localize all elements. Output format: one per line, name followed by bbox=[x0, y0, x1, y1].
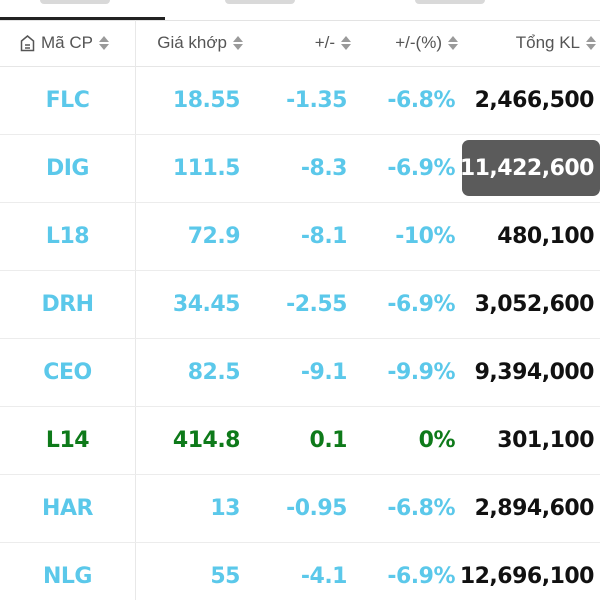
price-change: 0.1 bbox=[309, 427, 348, 453]
price-change: -0.95 bbox=[286, 495, 347, 521]
column-header-price[interactable]: Giá khớp bbox=[157, 20, 243, 66]
sort-icon[interactable] bbox=[586, 35, 596, 51]
column-header-code[interactable]: Mã CP bbox=[20, 20, 109, 66]
tab-third[interactable] bbox=[415, 0, 485, 4]
table-row[interactable]: NLG 55 -4.1 -6.9% 12,696,100 bbox=[0, 542, 600, 610]
stock-code[interactable]: NLG bbox=[43, 563, 93, 589]
column-label-pct: +/-(%) bbox=[395, 33, 442, 52]
tab-active[interactable] bbox=[40, 0, 110, 4]
total-volume: 9,394,000 bbox=[474, 359, 595, 385]
total-volume: 2,466,500 bbox=[474, 87, 595, 113]
total-volume: 480,100 bbox=[497, 223, 594, 249]
percent-change: -10% bbox=[395, 223, 455, 249]
match-price: 111.5 bbox=[172, 155, 241, 181]
price-change: -4.1 bbox=[300, 563, 348, 589]
total-volume: 12,696,100 bbox=[459, 563, 595, 589]
total-volume: 301,100 bbox=[497, 427, 594, 453]
stock-code[interactable]: HAR bbox=[42, 495, 93, 521]
table-row[interactable]: L18 72.9 -8.1 -10% 480,100 bbox=[0, 202, 600, 271]
volume-highlight bbox=[462, 140, 600, 196]
stock-code[interactable]: DIG bbox=[45, 155, 90, 181]
match-price: 72.9 bbox=[187, 223, 241, 249]
filter-icon[interactable] bbox=[20, 34, 35, 52]
price-change: -8.3 bbox=[300, 155, 348, 181]
table-row[interactable]: L14 414.8 0.1 0% 301,100 bbox=[0, 406, 600, 475]
match-price: 18.55 bbox=[172, 87, 241, 113]
table-row[interactable]: HAR 13 -0.95 -6.8% 2,894,600 bbox=[0, 474, 600, 543]
stock-code[interactable]: L14 bbox=[45, 427, 90, 453]
match-price: 34.45 bbox=[172, 291, 241, 317]
match-price: 55 bbox=[210, 563, 240, 589]
column-label-change: +/- bbox=[314, 33, 335, 52]
stock-code[interactable]: DRH bbox=[41, 291, 94, 317]
table-row[interactable]: CEO 82.5 -9.1 -9.9% 9,394,000 bbox=[0, 338, 600, 407]
column-header-volume[interactable]: Tổng KL bbox=[516, 20, 596, 66]
sort-icon[interactable] bbox=[233, 35, 243, 51]
total-volume: 3,052,600 bbox=[474, 291, 595, 317]
percent-change: -9.9% bbox=[387, 359, 455, 385]
stock-code[interactable]: FLC bbox=[45, 87, 90, 113]
percent-change: -6.9% bbox=[387, 155, 455, 181]
percent-change: -6.9% bbox=[387, 563, 455, 589]
column-label-price: Giá khớp bbox=[157, 33, 227, 52]
table-row[interactable]: DIG 111.5 -8.3 -6.9% 11,422,600 bbox=[0, 134, 600, 203]
tab-bar bbox=[0, 0, 600, 21]
match-price: 13 bbox=[210, 495, 240, 521]
table-row[interactable]: FLC 18.55 -1.35 -6.8% 2,466,500 bbox=[0, 66, 600, 135]
match-price: 82.5 bbox=[187, 359, 241, 385]
percent-change: -6.8% bbox=[387, 87, 455, 113]
active-tab-indicator bbox=[0, 17, 165, 20]
price-change: -8.1 bbox=[300, 223, 348, 249]
price-change: -1.35 bbox=[286, 87, 347, 113]
column-label-volume: Tổng KL bbox=[515, 33, 580, 52]
stock-code[interactable]: CEO bbox=[43, 359, 92, 385]
percent-change: -6.8% bbox=[387, 495, 455, 521]
percent-change: -6.9% bbox=[387, 291, 455, 317]
tab-second[interactable] bbox=[225, 0, 295, 4]
table-header: Mã CP Giá khớp +/- +/-(%) Tổng KL bbox=[0, 20, 600, 67]
stock-code[interactable]: L18 bbox=[45, 223, 90, 249]
total-volume: 2,894,600 bbox=[474, 495, 595, 521]
column-label-code: Mã CP bbox=[41, 33, 93, 52]
column-header-pct[interactable]: +/-(%) bbox=[395, 20, 458, 66]
total-volume: 11,422,600 bbox=[459, 155, 595, 181]
price-change: -2.55 bbox=[286, 291, 347, 317]
column-divider bbox=[135, 20, 136, 600]
sort-icon[interactable] bbox=[98, 35, 109, 51]
percent-change: 0% bbox=[418, 427, 456, 453]
match-price: 414.8 bbox=[172, 427, 241, 453]
sort-icon[interactable] bbox=[341, 35, 351, 51]
table-row[interactable]: DRH 34.45 -2.55 -6.9% 3,052,600 bbox=[0, 270, 600, 339]
sort-icon[interactable] bbox=[448, 35, 458, 51]
price-change: -9.1 bbox=[300, 359, 348, 385]
column-header-change[interactable]: +/- bbox=[315, 20, 351, 66]
